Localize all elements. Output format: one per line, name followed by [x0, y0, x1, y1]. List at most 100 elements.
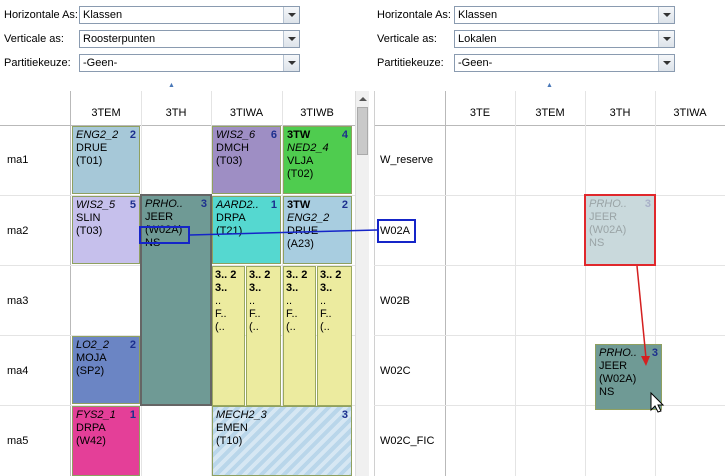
- vertical-axis-select-right[interactable]: Lokalen: [454, 30, 675, 48]
- lesson-room: (W02A): [599, 373, 637, 385]
- grid-line: [374, 265, 725, 266]
- column-header[interactable]: 3TIWA: [229, 107, 264, 119]
- lesson-card[interactable]: MECH2_3 3 EMEN (T10): [212, 406, 352, 476]
- scroll-thumb[interactable]: [357, 107, 368, 155]
- room-row-header: W02B: [380, 295, 410, 307]
- room-row-header: W02C_FIC: [380, 435, 435, 447]
- column-header[interactable]: 3TEM: [535, 107, 565, 119]
- column-header[interactable]: 3TH: [165, 107, 187, 119]
- grid-line: [585, 91, 586, 476]
- lesson-subject: WIS2_6: [216, 129, 256, 141]
- partition-select[interactable]: -Geen-: [79, 54, 300, 72]
- lesson-subject: PRHO..: [145, 198, 183, 210]
- moved-lesson-card[interactable]: PRHO.. 3 JEER (W02A) NS: [595, 344, 662, 410]
- lesson-subject: WIS2_5: [76, 199, 116, 211]
- horizontal-axis-select-right[interactable]: Klassen: [454, 6, 675, 24]
- column-header[interactable]: 3TEM: [91, 107, 121, 119]
- chevron-down-icon[interactable]: [658, 31, 674, 47]
- lesson-card[interactable]: LO2_2 2 MOJA (SP2): [72, 336, 140, 404]
- lesson-count: 4: [341, 129, 348, 141]
- lesson-count: 2: [129, 129, 136, 141]
- lesson-subject: MECH2_3: [216, 409, 267, 421]
- lesson-count: 2: [341, 199, 348, 211]
- lesson-card[interactable]: WIS2_5 5 SLIN (T03): [72, 196, 140, 264]
- lesson-count: 2: [129, 339, 136, 351]
- lesson-room: (SP2): [76, 365, 105, 377]
- lesson-teacher: JEER: [145, 211, 174, 223]
- lesson-subject: PRHO..: [599, 347, 637, 359]
- vertical-scrollbar[interactable]: [355, 91, 369, 476]
- chevron-down-icon[interactable]: [283, 55, 299, 71]
- row-header: ma2: [7, 225, 29, 237]
- horizontal-axis-value-right: Klassen: [458, 9, 498, 21]
- horizontal-axis-value: Klassen: [83, 9, 123, 21]
- chevron-down-icon[interactable]: [283, 7, 299, 23]
- lesson-room: (A23): [287, 238, 314, 250]
- lesson-teacher: DRUE: [76, 142, 108, 154]
- horizontal-axis-select[interactable]: Klassen: [79, 6, 300, 24]
- row-header: ma1: [7, 154, 29, 166]
- lesson-subject: ENG2_2: [76, 129, 119, 141]
- destination-room-highlight: [377, 219, 416, 243]
- scroll-up-icon[interactable]: [356, 92, 369, 106]
- partition-label-right: Partitiekeuze:: [377, 57, 444, 69]
- lesson-card[interactable]: 3TW 2 ENG2_2 DRUE (A23): [283, 196, 352, 264]
- column-header[interactable]: 3TE: [469, 107, 491, 119]
- row-header: ma5: [7, 435, 29, 447]
- split-lesson-card[interactable]: 3.. 2 3.. .. F.. (..: [212, 266, 245, 406]
- lesson-teacher: DMCH: [216, 142, 249, 154]
- lesson-teacher: DRUE: [287, 225, 319, 237]
- lesson-count: 3: [651, 347, 658, 359]
- vertical-axis-label-right: Verticale as:: [377, 33, 437, 45]
- chevron-down-icon[interactable]: [283, 31, 299, 47]
- lesson-group: 3TW: [287, 129, 311, 141]
- vertical-axis-select[interactable]: Roosterpunten: [79, 30, 300, 48]
- partition-value-right: -Geen-: [458, 57, 493, 69]
- vertical-axis-label: Verticale as:: [4, 33, 64, 45]
- lesson-room: (T21): [216, 225, 243, 237]
- split-lesson-card[interactable]: 3.. 2 3.. .. F.. (..: [283, 266, 316, 406]
- header-divider: [374, 125, 725, 126]
- header-divider: [0, 125, 355, 126]
- column-header[interactable]: 3TIWA: [673, 107, 707, 119]
- panel-divider: [374, 91, 375, 476]
- lesson-teacher: SLIN: [76, 212, 101, 224]
- splitter-up-icon[interactable]: ▲: [546, 82, 553, 89]
- lesson-teacher: DRPA: [216, 212, 246, 224]
- room-row-header: W02A: [380, 225, 410, 237]
- split-lesson-card[interactable]: 3.. 2 3.. .. F.. (..: [246, 266, 281, 406]
- lesson-room: (T03): [216, 155, 243, 167]
- vertical-axis-value-right: Lokalen: [458, 33, 497, 45]
- lesson-count: 3: [644, 198, 651, 210]
- grid-line: [282, 91, 283, 476]
- horizontal-axis-label: Horizontale As:: [4, 9, 78, 21]
- row-header-divider: [445, 91, 446, 476]
- lesson-teacher: JEER: [599, 360, 628, 372]
- lesson-card[interactable]: FYS2_1 1 DRPA (W42): [72, 406, 140, 476]
- lesson-subject: NED2_4: [287, 142, 329, 154]
- splitter-up-icon[interactable]: ▲: [168, 82, 175, 89]
- lesson-count: 6: [270, 129, 277, 141]
- lesson-teacher: VLJA: [287, 155, 314, 167]
- lesson-card[interactable]: WIS2_6 6 DMCH (T03): [212, 126, 281, 194]
- ghost-lesson-card[interactable]: PRHO.. 3 JEER (W02A) NS: [584, 194, 656, 266]
- column-header[interactable]: 3TH: [609, 107, 631, 119]
- lesson-card[interactable]: ENG2_2 2 DRUE (T01): [72, 126, 140, 194]
- split-lesson-card[interactable]: 3.. 2 3.. .. F.. (..: [317, 266, 352, 406]
- lesson-card[interactable]: AARD2.. 1 DRPA (T21): [212, 196, 281, 264]
- lesson-subject: AARD2..: [216, 199, 259, 211]
- partition-select-right[interactable]: -Geen-: [454, 54, 675, 72]
- lesson-count: 5: [129, 199, 136, 211]
- vertical-axis-value: Roosterpunten: [83, 33, 156, 45]
- lesson-extra: NS: [599, 386, 615, 398]
- lesson-subject: LO2_2: [76, 339, 110, 351]
- grid-line: [374, 195, 725, 196]
- lesson-teacher: MOJA: [76, 352, 107, 364]
- chevron-down-icon[interactable]: [658, 55, 674, 71]
- horizontal-axis-label-right: Horizontale As:: [377, 9, 451, 21]
- lesson-card[interactable]: 3TW 4 NED2_4 VLJA (T02): [283, 126, 352, 194]
- lesson-room: (W42): [76, 435, 106, 447]
- column-header[interactable]: 3TIWB: [300, 107, 334, 119]
- chevron-down-icon[interactable]: [658, 7, 674, 23]
- room-row-header: W02C: [380, 365, 411, 377]
